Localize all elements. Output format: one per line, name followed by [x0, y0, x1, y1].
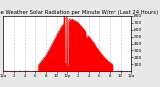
Title: Milwaukee Weather Solar Radiation per Minute W/m² (Last 24 Hours): Milwaukee Weather Solar Radiation per Mi… [0, 10, 158, 15]
